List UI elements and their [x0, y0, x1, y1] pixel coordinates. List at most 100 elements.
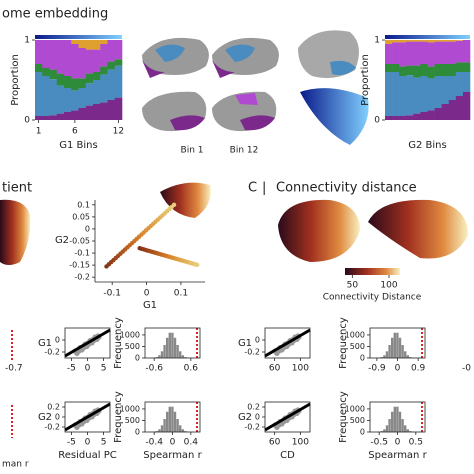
bar-segment [462, 92, 471, 120]
y-axis-label: G1 [238, 338, 252, 349]
x-tick-label: 0 [170, 438, 176, 448]
histogram-bar [160, 425, 164, 432]
bar-segment [427, 78, 435, 111]
x-tick-label: 0.1 [174, 289, 188, 299]
histogram-bar [155, 431, 158, 432]
y-tick-label: 500 [125, 416, 140, 425]
fit-line [64, 328, 111, 358]
y-axis-label: Proportion [360, 54, 371, 106]
bar-segment [85, 49, 94, 74]
histogram-bar [181, 429, 184, 432]
bar-segment [413, 40, 421, 42]
histogram-bar [404, 425, 407, 432]
x-tick-label: 0.5 [409, 438, 423, 448]
y-tick-label: 1 [374, 36, 380, 46]
histogram-bar [166, 411, 169, 432]
x-tick-label: 0 [85, 438, 91, 448]
panel-separator: | [262, 181, 266, 196]
bar-segment [399, 116, 407, 120]
bar-segment [385, 116, 393, 120]
y-tick-label: 1000 [120, 404, 140, 413]
y-tick-label: 0 [24, 116, 30, 126]
bar-segment [434, 108, 442, 120]
bar-segment [420, 112, 428, 120]
panel-title: ome embedding [2, 7, 108, 22]
bar-segment [42, 76, 50, 116]
bar-segment [78, 88, 87, 108]
histogram-bar [406, 355, 409, 358]
bar-segment [455, 72, 464, 96]
bar-segment [42, 40, 50, 68]
bar-segment [427, 40, 435, 43]
bar-segment [420, 64, 428, 76]
histogram-bar [409, 431, 412, 432]
bar-segment [71, 110, 79, 120]
bar-segment [78, 78, 87, 88]
x-axis-label: G1 Bins [59, 140, 97, 151]
histogram-bar [160, 351, 164, 358]
brain-label: Bin 12 [230, 146, 259, 156]
x-tick-label: 60 [269, 438, 281, 448]
bar-segment [64, 112, 72, 120]
y-tick-label: 500 [350, 342, 365, 351]
histogram-bar [179, 351, 182, 358]
histogram-bar [171, 332, 174, 358]
bar-segment [420, 41, 428, 64]
bar-segment [385, 72, 393, 116]
bar-segment [100, 40, 108, 44]
bar-segment [441, 104, 450, 120]
bar-segment [35, 72, 43, 116]
bar-segment [85, 83, 94, 106]
x-tick-label: 0 [144, 289, 150, 299]
histogram-bar [398, 411, 402, 432]
bar-segment [385, 40, 393, 44]
plot-box [144, 327, 201, 359]
histogram-bar [173, 337, 177, 358]
bar-segment [114, 59, 123, 66]
bar-segment [100, 102, 108, 120]
y-tick-label: 0 [360, 428, 365, 437]
bar-segment [448, 76, 457, 100]
bar-segment [399, 40, 407, 43]
y-tick-label: 0.1 [77, 200, 90, 209]
bar-segment [385, 64, 393, 72]
y-tick-label: -0.2 [44, 423, 60, 432]
bar-segment [392, 116, 400, 120]
histogram-bar [393, 332, 396, 358]
bar-segment [441, 40, 450, 42]
bar-segment [93, 40, 101, 50]
histogram-bar [383, 429, 386, 432]
bar-segment [107, 69, 116, 100]
colorbar-tick-label: 50 [347, 281, 359, 291]
bar-segment [462, 40, 471, 63]
bar-segment [42, 68, 50, 76]
histogram-bar [155, 357, 158, 358]
histogram-bar [396, 406, 399, 432]
histogram-bar [181, 355, 184, 358]
x-tick-label: -5 [67, 364, 76, 374]
x-axis-label: Residual PC [58, 450, 116, 461]
brain-view [368, 199, 468, 259]
y-tick-label: 0 [55, 336, 60, 345]
y-tick-label: -0.2 [44, 348, 60, 357]
bar-segment [434, 41, 442, 64]
y-tick-label: 0 [55, 413, 60, 422]
bar-segment [35, 40, 43, 64]
scatter-dot [171, 202, 177, 208]
histogram-bar [380, 431, 383, 432]
histogram-bar [176, 419, 179, 432]
brain-view [278, 199, 360, 262]
histogram-bar [158, 429, 161, 432]
bar-segment [406, 115, 414, 120]
y-tick-label: -0.1 [74, 249, 90, 258]
y-tick-label: 1000 [345, 330, 365, 339]
bar-segment [64, 88, 72, 112]
bar-segment [56, 85, 65, 114]
y-tick-label: -0.2 [74, 273, 90, 282]
bar-segment [448, 64, 457, 76]
y-tick-label: 0 [255, 413, 260, 422]
bar-segment [56, 40, 65, 74]
bar-segment [448, 40, 457, 42]
bar-segment [64, 40, 72, 76]
bar-segment [413, 113, 421, 120]
